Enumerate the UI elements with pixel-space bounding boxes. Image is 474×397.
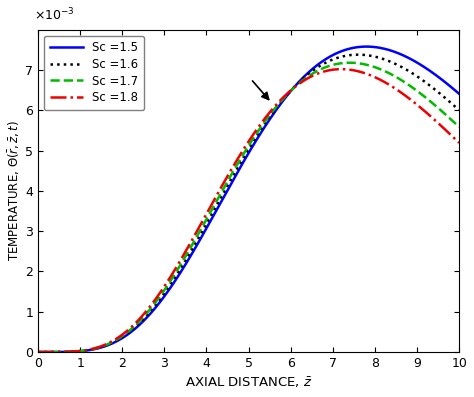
X-axis label: AXIAL DISTANCE, $\bar{z}$: AXIAL DISTANCE, $\bar{z}$ — [185, 376, 312, 390]
Y-axis label: TEMPERATURE, $\Theta(\bar{r}, \bar{z}, t)$: TEMPERATURE, $\Theta(\bar{r}, \bar{z}, t… — [7, 120, 22, 261]
Legend: Sc =1.5, Sc =1.6, Sc =1.7, Sc =1.8: Sc =1.5, Sc =1.6, Sc =1.7, Sc =1.8 — [44, 36, 145, 110]
Text: $\times 10^{-3}$: $\times 10^{-3}$ — [34, 7, 74, 23]
